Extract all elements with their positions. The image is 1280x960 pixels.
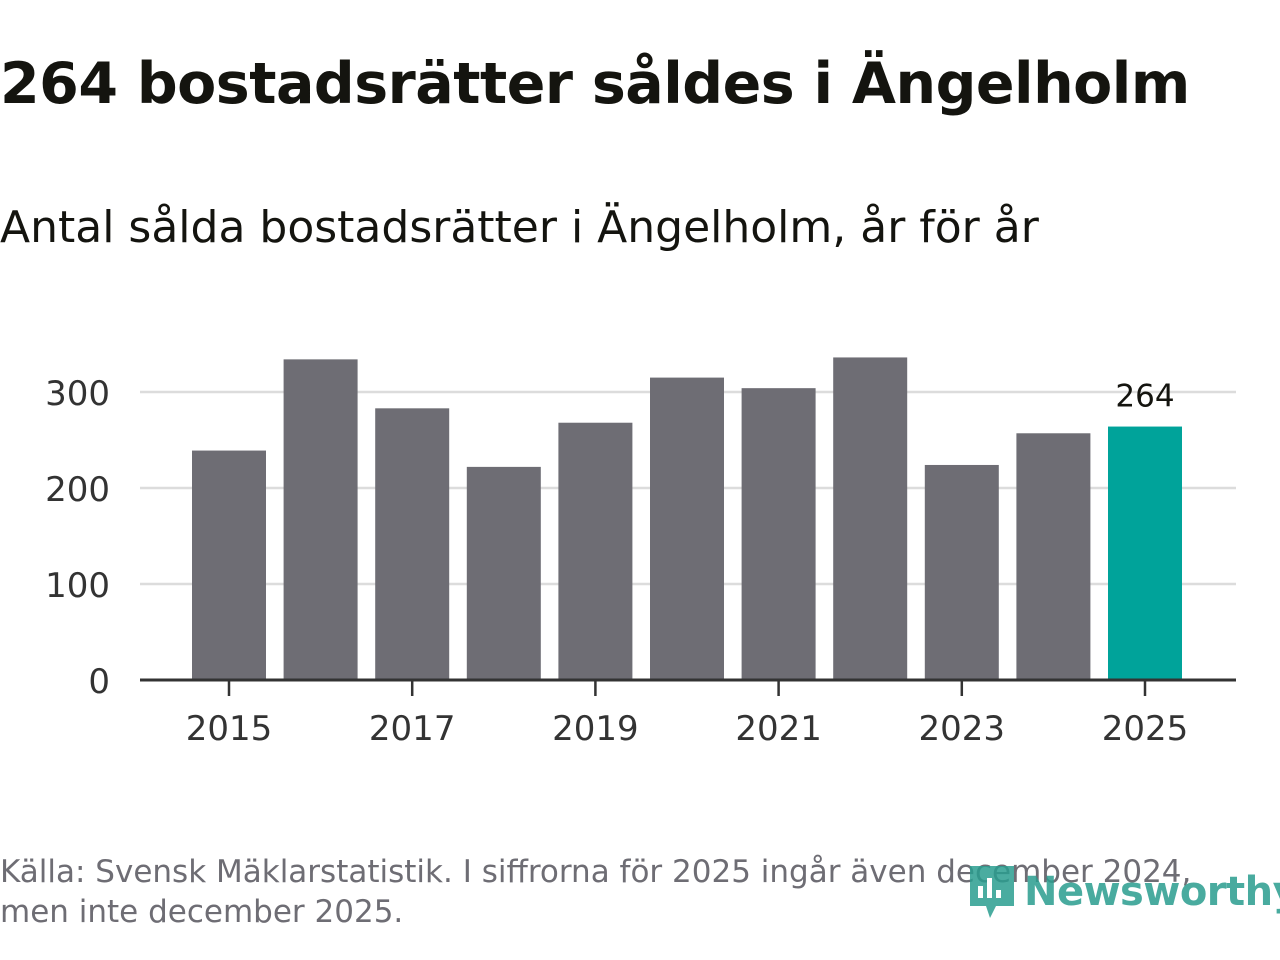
bar-chart: 0 100 200 300 264 2015 2017 2019 2021 2023 2025 xyxy=(45,357,1236,749)
bar-2018 xyxy=(466,466,541,680)
tick-labels: 0 100 200 300 264 2015 2017 2019 2021 2023 2025 xyxy=(45,374,1188,749)
logo-text: Newsworthy xyxy=(1024,869,1280,915)
bar-2019 xyxy=(558,422,633,680)
bar-2016 xyxy=(283,359,358,680)
bar-2021 xyxy=(741,388,816,680)
x-tick-label: 2017 xyxy=(369,709,456,749)
x-tick-label: 2023 xyxy=(919,709,1006,749)
bar-2017 xyxy=(375,408,450,680)
x-tick-label: 2019 xyxy=(552,709,639,749)
y-tick-label: 300 xyxy=(45,374,110,414)
y-tick-label: 200 xyxy=(45,470,110,510)
newsworthy-logo-icon xyxy=(970,866,1014,918)
x-tick-label: 2021 xyxy=(735,709,822,749)
newsworthy-logo: Newsworthy xyxy=(966,864,1280,920)
bar-2025 xyxy=(1108,426,1182,680)
chart-subtitle: Antal sålda bostadsrätter i Ängelholm, å… xyxy=(0,202,1039,253)
x-tick-label: 2015 xyxy=(186,709,273,749)
axes xyxy=(140,678,1236,696)
data-label-2025: 264 xyxy=(1115,379,1174,415)
x-tick-label: 2025 xyxy=(1102,709,1189,749)
y-tick-label: 100 xyxy=(45,566,110,606)
source-note-line-2: men inte december 2025. xyxy=(0,894,404,930)
bar-2020 xyxy=(650,377,724,680)
chart-title: 264 bostadsrätter såldes i Ängelholm xyxy=(0,51,1190,117)
y-tick-label: 0 xyxy=(88,662,110,702)
bar-2022 xyxy=(833,357,908,680)
bars xyxy=(192,357,1182,680)
bar-2024 xyxy=(1016,433,1091,680)
bar-2023 xyxy=(924,464,999,680)
bar-2015 xyxy=(192,450,266,680)
